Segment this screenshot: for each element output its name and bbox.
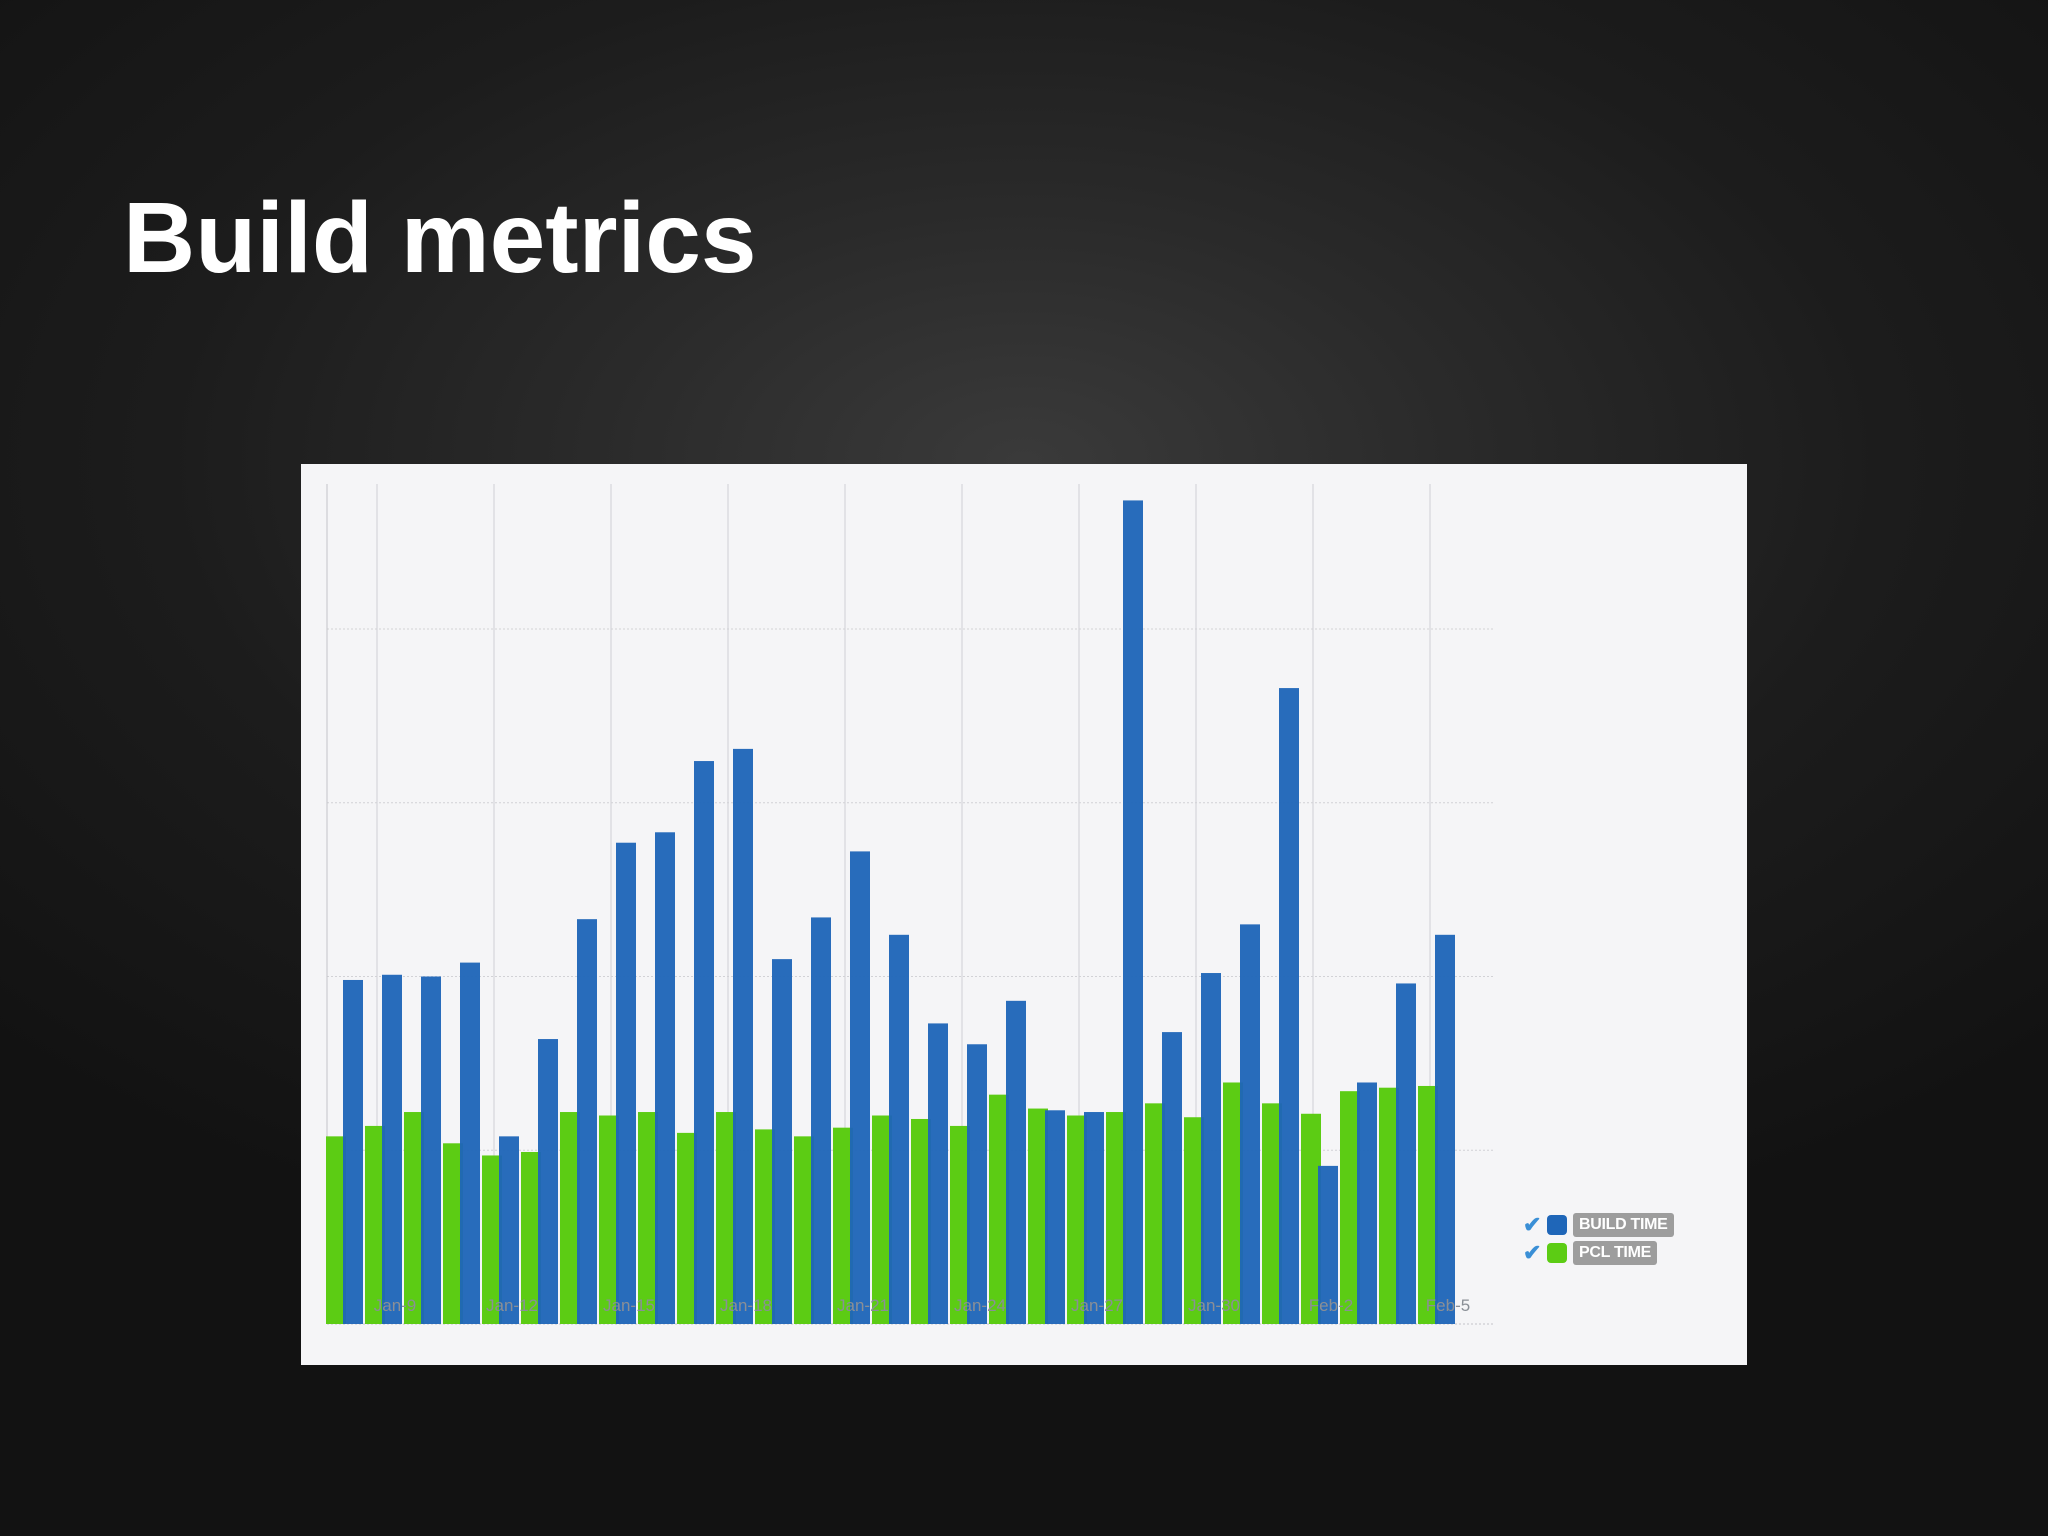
- bar-pcl-time: [326, 1136, 346, 1324]
- bar-pcl-time: [1184, 1117, 1204, 1324]
- bar-build-time: [382, 974, 402, 1324]
- bar-pcl-time: [716, 1112, 736, 1324]
- checkmark-icon[interactable]: ✔: [1523, 1240, 1542, 1265]
- bar-pcl-time: [950, 1125, 970, 1324]
- legend-swatch-pcl-time: [1547, 1243, 1567, 1263]
- bar-build-time: [1279, 688, 1299, 1324]
- bar-build-time: [538, 1039, 558, 1324]
- bar-build-time: [1357, 1082, 1377, 1324]
- checkmark-icon[interactable]: ✔: [1523, 1212, 1542, 1237]
- chart-panel: Jan-9 Jan-12 Jan-15 Jan-18 Jan-21 Jan-24 Jan-2…: [301, 464, 1747, 1365]
- bar-build-time: [1045, 1110, 1065, 1324]
- bar-build-time: [616, 842, 636, 1324]
- legend-label-pcl-time: PCL TIME: [1573, 1241, 1657, 1265]
- bar-build-time: [1006, 1000, 1026, 1324]
- bar-pcl-time: [1340, 1091, 1360, 1324]
- bar-pcl-time: [911, 1118, 931, 1324]
- x-tick-label: Jan-27: [1071, 1296, 1123, 1315]
- build-metrics-chart: Jan-9 Jan-12 Jan-15 Jan-18 Jan-21 Jan-24 Jan-2…: [326, 484, 1494, 1325]
- bars-layer: [326, 500, 1455, 1324]
- x-tick-label: Feb-5: [1426, 1296, 1470, 1315]
- bar-build-time: [499, 1136, 519, 1324]
- ticks-layer: Jan-9 Jan-12 Jan-15 Jan-18 Jan-21 Jan-24 Jan-2…: [374, 1296, 1470, 1315]
- x-tick-label: Jan-18: [720, 1296, 772, 1315]
- bar-pcl-time: [1223, 1082, 1243, 1324]
- bar-pcl-time: [1301, 1113, 1321, 1324]
- bar-pcl-time: [1028, 1108, 1048, 1324]
- bar-pcl-time: [1067, 1115, 1087, 1324]
- bar-build-time: [1084, 1112, 1104, 1324]
- bar-pcl-time: [833, 1127, 853, 1324]
- bar-build-time: [694, 761, 714, 1324]
- bar-build-time: [1240, 924, 1260, 1324]
- legend-label-build-time: BUILD TIME: [1573, 1213, 1674, 1237]
- bar-pcl-time: [560, 1112, 580, 1324]
- bar-pcl-time: [794, 1136, 814, 1324]
- bar-pcl-time: [677, 1132, 697, 1324]
- x-tick-label: Jan-9: [374, 1296, 417, 1315]
- bar-build-time: [772, 959, 792, 1324]
- bar-pcl-time: [1145, 1103, 1165, 1324]
- chart-legend: ✔ BUILD TIME ✔ PCL TIME: [1523, 1211, 1674, 1267]
- x-tick-label: Jan-24: [954, 1296, 1006, 1315]
- bar-pcl-time: [443, 1143, 463, 1324]
- bar-pcl-time: [1262, 1103, 1282, 1324]
- bar-pcl-time: [1418, 1085, 1438, 1324]
- bar-pcl-time: [638, 1112, 658, 1324]
- bar-build-time: [460, 962, 480, 1324]
- bar-pcl-time: [404, 1112, 424, 1324]
- legend-item-build-time[interactable]: ✔ BUILD TIME: [1523, 1211, 1674, 1239]
- bar-pcl-time: [482, 1155, 502, 1324]
- x-tick-label: Jan-15: [603, 1296, 655, 1315]
- bar-build-time: [1162, 1032, 1182, 1324]
- x-tick-label: Jan-30: [1188, 1296, 1240, 1315]
- bar-build-time: [343, 979, 363, 1324]
- bar-build-time: [733, 748, 753, 1324]
- slide-title: Build metrics: [123, 182, 757, 294]
- bar-build-time: [850, 851, 870, 1324]
- bar-pcl-time: [521, 1151, 541, 1324]
- bar-build-time: [1396, 983, 1416, 1324]
- bar-build-time: [655, 832, 675, 1324]
- bar-pcl-time: [872, 1115, 892, 1324]
- bar-pcl-time: [1106, 1112, 1126, 1324]
- bar-build-time: [928, 1023, 948, 1324]
- bar-pcl-time: [989, 1094, 1009, 1324]
- bar-build-time: [1123, 500, 1143, 1324]
- x-tick-label: Feb-2: [1309, 1296, 1353, 1315]
- bar-build-time: [1318, 1165, 1338, 1324]
- bar-build-time: [889, 934, 909, 1324]
- bar-pcl-time: [1379, 1087, 1399, 1324]
- bar-build-time: [421, 976, 441, 1324]
- x-tick-label: Jan-21: [837, 1296, 889, 1315]
- bar-pcl-time: [755, 1129, 775, 1324]
- bar-build-time: [967, 1044, 987, 1324]
- bar-build-time: [811, 917, 831, 1324]
- bar-build-time: [1435, 934, 1455, 1324]
- legend-swatch-build-time: [1547, 1215, 1567, 1235]
- x-tick-label: Jan-12: [486, 1296, 538, 1315]
- bar-build-time: [1201, 973, 1221, 1324]
- bar-build-time: [577, 919, 597, 1324]
- bar-pcl-time: [365, 1125, 385, 1324]
- legend-item-pcl-time[interactable]: ✔ PCL TIME: [1523, 1239, 1674, 1267]
- bar-pcl-time: [599, 1115, 619, 1324]
